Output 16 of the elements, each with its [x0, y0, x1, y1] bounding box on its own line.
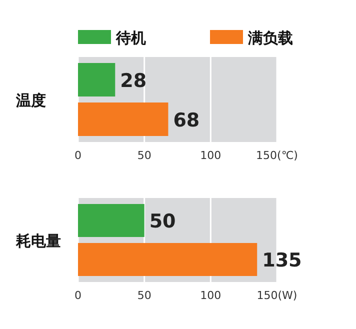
x-tick-label: 100: [200, 289, 222, 302]
x-tick-label: 0: [74, 289, 82, 302]
data-label: 135: [262, 250, 302, 272]
x-tick-label: 0: [74, 149, 82, 162]
legend-label: 满负载: [247, 29, 293, 47]
x-tick-label: 50: [137, 149, 152, 162]
x-tick-label: 100: [200, 149, 222, 162]
data-label: 68: [173, 109, 200, 132]
y-tick-label: 耗电量: [15, 232, 61, 250]
x-tick-label: 150(℃): [256, 149, 298, 162]
y-tick-label: 温度: [15, 92, 46, 110]
data-label: 50: [149, 210, 176, 232]
data-label: 28: [120, 70, 147, 92]
legend-label: 待机: [115, 29, 146, 47]
x-tick-label: 50: [137, 289, 152, 302]
x-tick-label: 150(W): [256, 289, 298, 302]
